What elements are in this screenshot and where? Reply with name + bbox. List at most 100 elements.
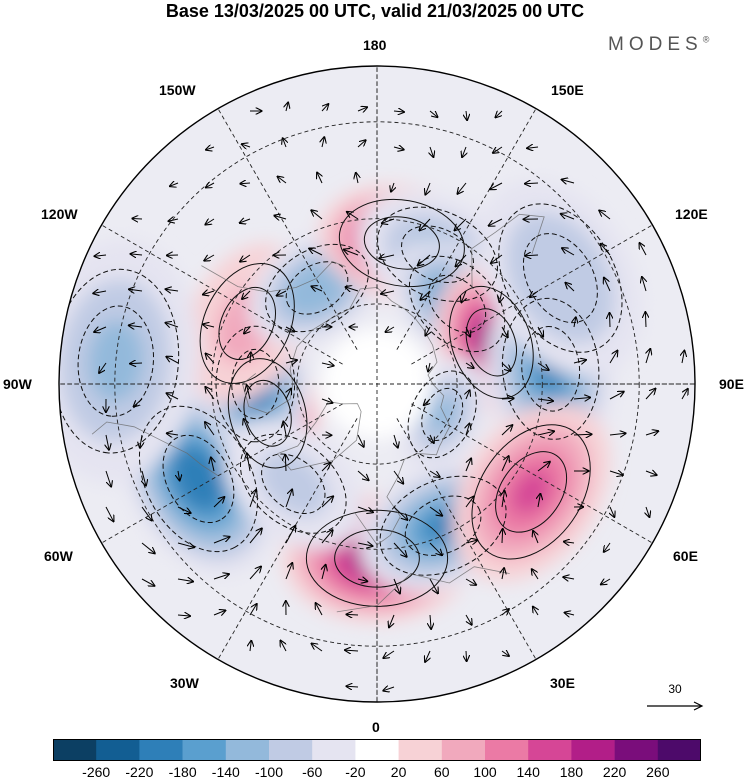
reference-vector: 30 xyxy=(645,682,705,712)
wind-arrow xyxy=(383,650,395,658)
wind-arrow xyxy=(312,286,323,291)
wind-arrow xyxy=(601,244,611,256)
lon-label-120w: 120W xyxy=(41,206,78,222)
wind-arrow xyxy=(203,291,215,295)
wind-arrow xyxy=(316,603,323,616)
wind-arrow xyxy=(381,291,395,294)
wind-arrow xyxy=(166,289,179,291)
colorbar-tick-label: -60 xyxy=(302,764,323,780)
wind-arrow xyxy=(240,183,251,184)
wind-arrow xyxy=(537,462,550,472)
wind-arrow xyxy=(357,107,367,111)
lon-label-180: 180 xyxy=(363,37,387,53)
anomaly-contour xyxy=(522,233,598,324)
wind-arrow xyxy=(527,147,539,148)
wind-arrow xyxy=(357,543,372,546)
wind-arrow xyxy=(465,540,477,543)
wind-arrow xyxy=(106,434,109,450)
wind-arrow xyxy=(167,433,179,435)
latitude-circle xyxy=(114,121,640,647)
wind-arrow xyxy=(425,326,430,336)
wind-arrow xyxy=(205,219,215,225)
wind-arrow xyxy=(604,278,611,292)
wind-arrow xyxy=(501,398,514,399)
wind-arrow xyxy=(357,579,367,581)
wind-arrow xyxy=(640,243,647,256)
wind-arrow xyxy=(393,470,403,484)
wind-arrow xyxy=(141,578,154,586)
meridian-line xyxy=(411,224,653,365)
latitude-circle xyxy=(296,303,458,465)
colorbar-swatch xyxy=(269,739,313,761)
wind-arrow xyxy=(242,290,251,299)
coastlines xyxy=(91,213,545,613)
wind-arrow xyxy=(356,173,358,184)
anomaly-contour xyxy=(501,297,600,440)
wind-arrow xyxy=(286,103,288,112)
colorbar-labels: -260 -220 -180 -140 -100 -60 -20 20 60 100 140 180 2… xyxy=(0,764,750,782)
wind-arrow xyxy=(347,614,359,615)
wind-arrow xyxy=(311,210,323,220)
wind-arrow xyxy=(250,352,251,364)
colorbar-tick-label: 180 xyxy=(559,764,584,780)
colorbar-tick-label: 260 xyxy=(646,764,670,780)
wind-arrow xyxy=(609,433,626,435)
wind-arrow xyxy=(573,360,586,363)
wind-arrow xyxy=(347,212,359,220)
wind-arrow xyxy=(383,687,395,691)
wind-arrow xyxy=(610,506,614,517)
wind-arrow xyxy=(502,529,503,544)
wind-arrow xyxy=(285,360,297,363)
wind-arrow xyxy=(562,248,575,256)
registered-mark: ® xyxy=(702,34,710,45)
colorbar-swatch xyxy=(657,739,701,761)
anomaly-blob xyxy=(533,245,588,312)
wind-arrow xyxy=(465,497,474,508)
wind-arrow xyxy=(283,422,286,436)
wind-arrow xyxy=(357,434,364,447)
wind-arrow xyxy=(285,327,295,332)
lon-label-30w: 30W xyxy=(170,675,199,691)
wind-arrow xyxy=(247,453,250,472)
anomaly-contour xyxy=(199,263,295,384)
wind-arrow xyxy=(177,506,191,513)
anomaly-blob xyxy=(185,462,212,496)
wind-arrow xyxy=(203,324,215,327)
anomaly-blob xyxy=(427,395,458,434)
wind-arrow xyxy=(458,182,467,194)
wind-arrow xyxy=(211,458,214,472)
wind-arrow xyxy=(562,180,575,183)
wind-arrow xyxy=(532,569,539,580)
wind-arrow xyxy=(285,526,295,544)
coastline xyxy=(336,566,510,613)
wind-arrow xyxy=(537,399,553,401)
wind-arrow xyxy=(645,312,646,328)
wind-arrow xyxy=(465,614,472,625)
wind-arrow xyxy=(425,650,430,662)
wind-arrow xyxy=(389,614,394,627)
coastline xyxy=(354,446,440,546)
wind-arrow xyxy=(213,537,230,544)
wind-arrow xyxy=(501,326,508,337)
wind-arrow xyxy=(538,326,543,337)
wind-arrow xyxy=(491,254,503,263)
coastline xyxy=(201,261,346,293)
coastline xyxy=(276,401,362,471)
wind-arrow xyxy=(321,496,333,508)
wind-arrow xyxy=(573,434,592,435)
colorbar-swatch xyxy=(182,739,227,761)
wind-arrow xyxy=(285,455,286,472)
wind-arrow xyxy=(177,579,193,582)
meridian-line xyxy=(396,418,537,660)
anomaly-contours xyxy=(59,198,623,607)
colorbar-swatch xyxy=(485,739,529,761)
colorbar xyxy=(53,739,701,761)
colorbar-swatch xyxy=(614,739,659,761)
colorbar-swatch xyxy=(53,739,97,761)
wind-arrow xyxy=(249,604,257,616)
anomaly-contour xyxy=(465,308,517,377)
colorbar-tick-label: 60 xyxy=(434,764,450,780)
wind-arrow xyxy=(277,291,287,296)
coastline xyxy=(471,213,545,289)
wind-arrow xyxy=(177,543,194,547)
